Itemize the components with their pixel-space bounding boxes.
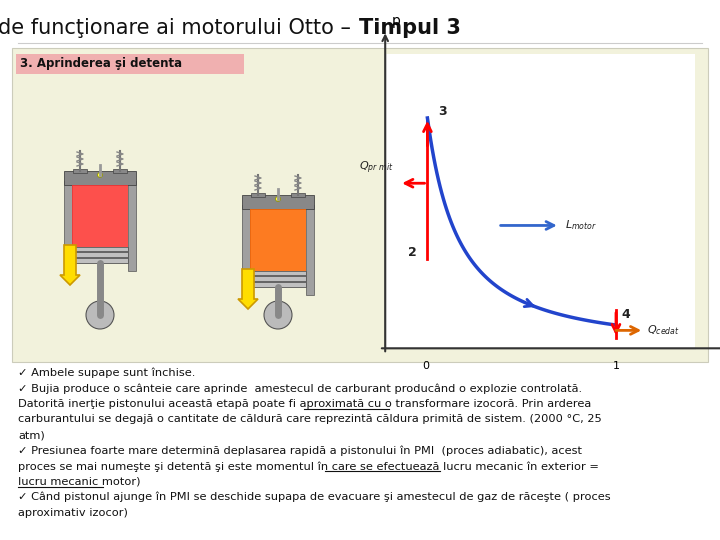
Text: proces se mai numeşte şi detentă şi este momentul în care se efectuează lucru me: proces se mai numeşte şi detentă şi este… [18,461,599,471]
Bar [16,54,244,74]
Bar [250,275,306,277]
Text: $L_{motor}$: $L_{motor}$ [565,219,598,232]
Text: aproximativ izocor): aproximativ izocor) [18,508,128,517]
Text: 0: 0 [422,361,429,371]
Bar [72,251,128,253]
Text: 3: 3 [438,105,447,118]
Bar [64,171,136,185]
Text: carburantului se degajă o cantitate de căldură care reprezintă căldura primită d: carburantului se degajă o cantitate de c… [18,415,602,424]
Text: ✓ Când pistonul ajunge în PMI se deschide supapa de evacuare şi amestecul de gaz: ✓ Când pistonul ajunge în PMI se deschid… [18,492,611,503]
Bar [72,257,128,259]
Circle shape [264,301,292,329]
Bar [64,181,72,271]
Bar [72,247,128,263]
Bar [113,169,127,173]
Text: Timpii de funcţionare ai motorului Otto –: Timpii de funcţionare ai motorului Otto … [0,18,357,38]
Text: ✓ Presiunea foarte mare determină deplasarea rapidă a pistonului în PMI  (proces: ✓ Presiunea foarte mare determină deplas… [18,446,582,456]
Text: lucru mecanic motor): lucru mecanic motor) [18,476,140,487]
Bar [12,48,708,362]
Bar [250,209,306,271]
Text: atm): atm) [18,430,45,440]
Bar [250,271,306,287]
Text: Timpul 3: Timpul 3 [359,18,461,38]
Bar [242,195,314,209]
Text: ✓ Bujia produce o scânteie care aprinde  amestecul de carburant producând o expl: ✓ Bujia produce o scânteie care aprinde … [18,383,582,394]
Bar [242,205,250,295]
Text: $Q_{cedat}$: $Q_{cedat}$ [647,323,680,338]
Text: Datorită inerţie pistonului această etapă poate fi aproximată cu o transformare : Datorită inerţie pistonului această etap… [18,399,591,409]
Text: 4: 4 [621,308,631,321]
Text: 1: 1 [612,361,619,371]
Text: $Q_{pr\ mit}$: $Q_{pr\ mit}$ [359,159,394,176]
Bar [251,193,265,197]
Bar [306,205,314,295]
Text: 2: 2 [408,246,416,259]
FancyArrow shape [238,269,258,309]
Text: 3. Aprinderea şi detenta: 3. Aprinderea şi detenta [20,57,182,71]
Text: ✓ Ambele supape sunt închise.: ✓ Ambele supape sunt închise. [18,368,195,379]
Circle shape [276,197,281,201]
Circle shape [86,301,114,329]
Bar [250,281,306,283]
Circle shape [97,172,102,178]
Bar [73,169,87,173]
FancyArrow shape [60,245,80,285]
Bar [72,185,128,247]
Text: p: p [392,14,400,28]
Bar [128,181,136,271]
Bar [291,193,305,197]
